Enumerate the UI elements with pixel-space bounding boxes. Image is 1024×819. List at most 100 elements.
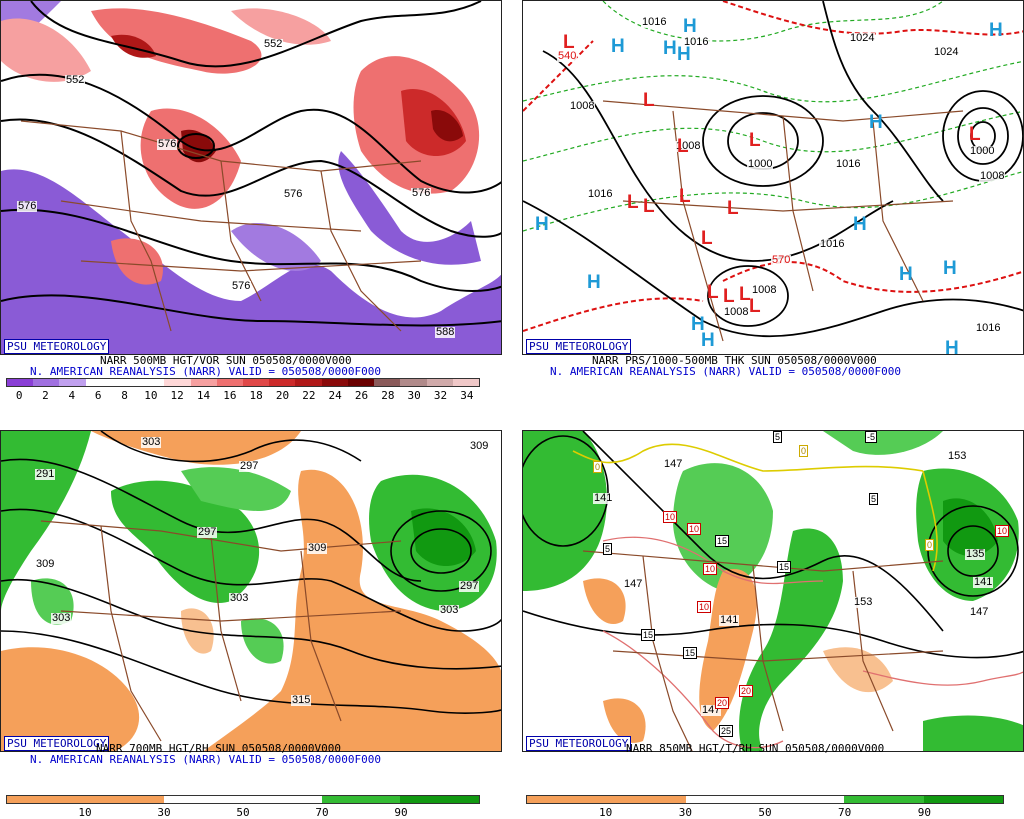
pressure-label: 1024 [849, 32, 876, 44]
map-850mb-svg [523, 431, 1023, 751]
high-pressure-marker: H [535, 214, 549, 235]
temp-label: 25 [719, 725, 734, 737]
scale-swatch [7, 379, 34, 386]
scale-tick-label: 18 [249, 389, 263, 402]
scale-tick-label: 2 [42, 389, 49, 402]
high-pressure-marker: H [677, 44, 691, 65]
high-pressure-marker: H [989, 20, 1003, 41]
contour-label: 303 [439, 604, 460, 616]
caption-line-1: NARR 500MB HGT/VOR SUN 050508/0000V000 [100, 354, 352, 367]
high-pressure-marker: H [943, 258, 957, 279]
caption-line-1: NARR PRS/1000-500MB THK SUN 050508/0000V… [592, 354, 877, 367]
pressure-label: 1016 [587, 188, 614, 200]
scale-tick-label: 50 [758, 806, 772, 819]
caption-line-2: N. AMERICAN REANALYSIS (NARR) VALID = 05… [30, 753, 381, 766]
contour-label: 552 [263, 38, 284, 50]
contour-label: 576 [17, 200, 38, 212]
scale-tick-label: 50 [236, 806, 250, 819]
pressure-label: 1016 [975, 322, 1002, 334]
pressure-label: 1008 [569, 100, 596, 112]
scale-tick-label: 70 [838, 806, 852, 819]
high-pressure-marker: H [691, 314, 705, 335]
scale-tick-label: 8 [121, 389, 128, 402]
scale-tick-label: 10 [144, 389, 158, 402]
map-500mb-svg [1, 1, 501, 354]
scale-tick-label: 32 [433, 389, 448, 402]
low-pressure-marker: L [643, 196, 655, 217]
scale-swatch [242, 379, 270, 386]
scale-tick-label: 4 [68, 389, 76, 402]
contour-label: 303 [141, 436, 162, 448]
pressure-label: 1016 [683, 36, 710, 48]
scale-tick-label: 90 [394, 806, 408, 819]
scale-tick-label: 34 [460, 389, 474, 402]
low-pressure-marker: L [677, 136, 689, 157]
temp-label-zero: 0 [593, 461, 603, 473]
contour-label: 291 [35, 468, 56, 480]
low-pressure-marker: L [707, 282, 719, 303]
caption-line-1: NARR 850MB HGT/T/RH SUN 050508/0000V000 [626, 742, 885, 755]
scale-swatch [216, 379, 243, 386]
high-pressure-marker: H [853, 214, 867, 235]
contour-label: 552 [65, 74, 86, 86]
scale-swatch [347, 379, 375, 386]
scale-swatch [164, 379, 191, 386]
scale-tick-label: 20 [275, 389, 290, 402]
caption-line-1: NARR 700MB HGT/RH SUN 050508/0000V000 [96, 742, 342, 755]
credit-badge: PSU METEOROLOGY [526, 339, 632, 354]
rh-scale-labels: 10 30 50 70 90 [6, 806, 480, 819]
contour-label: 309 [307, 542, 328, 554]
temp-label: 15 [641, 629, 656, 641]
scale-swatch [190, 379, 217, 386]
low-pressure-marker: L [563, 32, 575, 53]
temp-label: 10 [703, 563, 718, 575]
credit-badge: PSU METEOROLOGY [526, 736, 632, 751]
temp-label: 15 [683, 647, 698, 659]
height-label: 141 [593, 492, 614, 504]
scale-swatch [400, 379, 427, 386]
height-label: 141 [719, 614, 740, 626]
scale-tick-label: 12 [170, 389, 184, 402]
low-pressure-marker: L [723, 286, 735, 307]
height-label: 153 [853, 596, 874, 608]
pressure-label: 1008 [751, 284, 778, 296]
contour-label: 303 [229, 592, 250, 604]
caption-line-2: N. AMERICAN REANALYSIS (NARR) VALID = 05… [30, 365, 381, 378]
scale-swatch [85, 379, 112, 386]
rh-scale-labels: 10 30 50 70 90 [526, 806, 1004, 819]
contour-label: 576 [411, 187, 432, 199]
temp-label-zero: 0 [799, 445, 809, 457]
scale-swatch [321, 379, 348, 386]
scale-tick-label: 30 [678, 806, 692, 819]
high-pressure-marker: H [899, 264, 913, 285]
scale-tick-label: 26 [354, 389, 369, 402]
temp-label: -5 [865, 431, 878, 443]
panel-500mb-vorticity: 552 576 576 576 552 576 588 576 PSU METE… [0, 0, 512, 409]
scale-swatch [295, 379, 322, 386]
contour-label: 576 [283, 188, 304, 200]
contour-label: 297 [459, 580, 480, 592]
scale-tick-label: 0 [15, 389, 23, 402]
high-pressure-marker: H [945, 338, 959, 355]
map-700mb: 303 291 297 297 309 303 303 309 297 309 … [0, 430, 502, 752]
pressure-label: 1000 [969, 145, 996, 157]
low-pressure-marker: L [643, 90, 655, 111]
scale-tick-label: 90 [917, 806, 931, 819]
height-label: 147 [969, 606, 990, 618]
high-pressure-marker: H [869, 112, 883, 133]
low-pressure-marker: L [679, 186, 691, 207]
scale-swatch [452, 379, 479, 386]
low-pressure-marker: L [727, 198, 739, 219]
vorticity-scale-labels: 0 2 4 6 8 10 12 14 16 18 20 22 24 26 28 30 32 34 [6, 389, 480, 403]
scale-swatch [269, 379, 296, 386]
scale-tick-label: 10 [599, 806, 613, 819]
temp-label: 10 [687, 523, 702, 535]
low-pressure-marker: L [739, 284, 751, 305]
temp-label: 5 [773, 431, 783, 443]
pressure-label: 1024 [933, 46, 960, 58]
thickness-label: 570 [771, 254, 792, 266]
contour-label: 297 [197, 526, 218, 538]
contour-label: 576 [157, 138, 178, 150]
high-pressure-marker: H [683, 16, 697, 37]
height-label: 135 [965, 548, 986, 560]
